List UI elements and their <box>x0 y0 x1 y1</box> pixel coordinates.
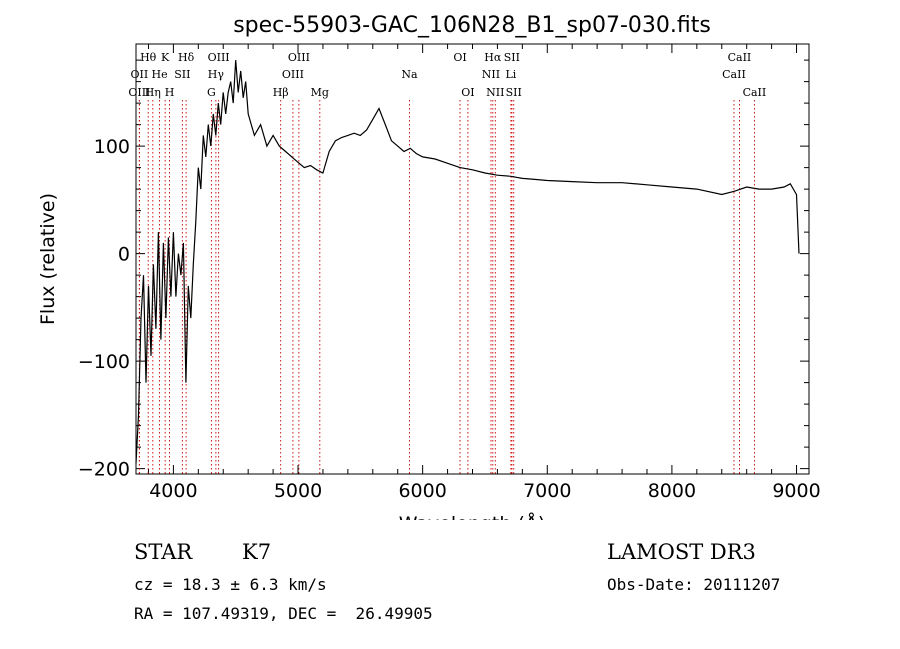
spectral-line-label: Na <box>401 68 418 81</box>
x-axis-label: Wavelength (Å) <box>399 512 546 520</box>
spectral-line-label: H <box>165 86 175 99</box>
spectral-line-label: Mg <box>311 86 329 99</box>
spectral-line-label: OIII <box>208 51 230 64</box>
spectral-line-label: OI <box>461 86 474 99</box>
spectrum-chart: spec-55903-GAC_106N28_B1_sp07-030.fits W… <box>37 13 821 520</box>
spectral-line-label: SII <box>174 68 190 81</box>
x-tick-label: 6000 <box>398 480 446 502</box>
object-subclass: K7 <box>242 540 272 564</box>
spectral-line-label: OIII <box>288 51 310 64</box>
object-class: STAR <box>134 540 193 564</box>
y-tick-label: −200 <box>78 459 130 481</box>
spectral-line-label: Hα <box>484 51 502 64</box>
spectral-line-label: G <box>207 86 216 99</box>
y-tick-label: 100 <box>94 136 130 158</box>
spectral-line-label: OIII <box>128 86 150 99</box>
spectral-line-markers: Hθ OII OIII K He Hη Hδ SII H OIII Hγ G OIII OIII Hβ Mg N… <box>128 51 766 474</box>
x-tick-label: 5000 <box>274 480 322 502</box>
spectral-line-label: NII <box>486 86 504 99</box>
spectral-line-label: CaII <box>728 51 752 64</box>
spectral-line-label: Hγ <box>208 68 225 81</box>
spectral-line-label: CaII <box>743 86 767 99</box>
y-tick-label: 0 <box>118 244 130 266</box>
spectral-line-label: CaII <box>722 68 746 81</box>
observation-date: Obs-Date: 20111207 <box>607 575 781 594</box>
x-tick-label: 8000 <box>648 480 696 502</box>
spectral-line-label: OIII <box>282 68 304 81</box>
spectral-line-label: SII <box>506 86 522 99</box>
spectral-line-label: NII <box>482 68 500 81</box>
y-tick-label: −100 <box>78 351 130 373</box>
spectral-line-label: OI <box>453 51 466 64</box>
x-tick-label: 7000 <box>523 480 571 502</box>
axis-ticks: 4000 5000 6000 7000 8000 9000 −200 −100 0 100 <box>78 44 821 502</box>
x-tick-label: 9000 <box>772 480 820 502</box>
y-axis-label: Flux (relative) <box>37 193 59 325</box>
sky-coordinates: RA = 107.49319, DEC = 26.49905 <box>134 604 433 623</box>
spectral-line-label: OII <box>131 68 149 81</box>
spectral-line-label: K <box>161 51 170 64</box>
spectral-line-label: SII <box>504 51 520 64</box>
chart-title: spec-55903-GAC_106N28_B1_sp07-030.fits <box>233 13 711 38</box>
spectral-line-label: Hβ <box>273 86 289 99</box>
spectral-line-label: Hθ <box>140 51 157 64</box>
spectral-line-label: He <box>152 68 168 81</box>
spectral-line-label: Hδ <box>178 51 195 64</box>
spectral-line-label: Li <box>505 68 516 81</box>
survey-name: LAMOST DR3 <box>607 540 756 564</box>
redshift-value: cz = 18.3 ± 6.3 km/s <box>134 575 327 594</box>
spectrum-series-line <box>135 60 800 464</box>
plot-frame <box>135 43 810 475</box>
spectral-line-label: Hη <box>145 86 161 99</box>
x-tick-label: 4000 <box>149 480 197 502</box>
